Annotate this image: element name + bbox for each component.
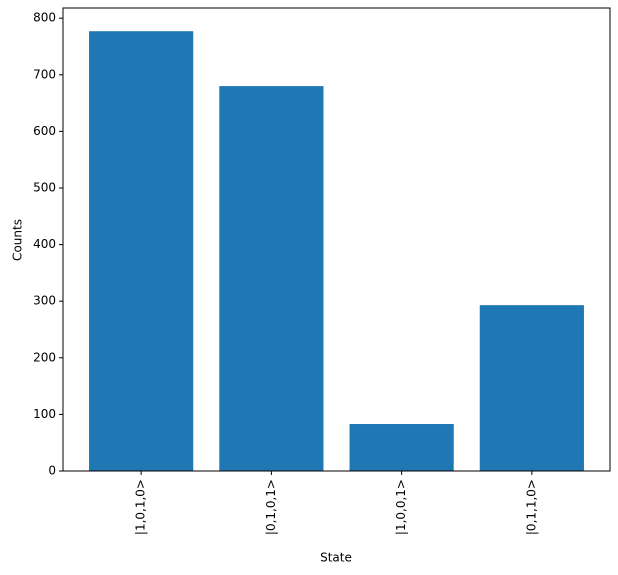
y-tick-label: 300 <box>33 294 56 308</box>
x-tick-label: |1,0,1,0> <box>134 479 148 535</box>
plot-frame <box>62 7 611 472</box>
bar <box>89 31 194 471</box>
x-tick-label: |1,0,0,1> <box>394 479 408 535</box>
bar <box>349 424 454 471</box>
x-tick-label: |0,1,0,1> <box>264 479 278 535</box>
y-axis-label: Counts <box>11 219 25 261</box>
y-tick-label: 700 <box>33 67 56 81</box>
y-tick-label: 0 <box>48 464 56 478</box>
y-tick-label: 800 <box>33 11 56 25</box>
y-tick-label: 400 <box>33 237 56 251</box>
y-tick-label: 600 <box>33 124 56 138</box>
x-tick-label: |0,1,1,0> <box>524 479 538 535</box>
x-axis-label: State <box>320 551 352 565</box>
bar <box>219 86 324 472</box>
y-tick-label: 100 <box>33 407 56 421</box>
y-tick-label: 200 <box>33 350 56 364</box>
bar <box>479 305 584 471</box>
y-tick-label: 500 <box>33 180 56 194</box>
